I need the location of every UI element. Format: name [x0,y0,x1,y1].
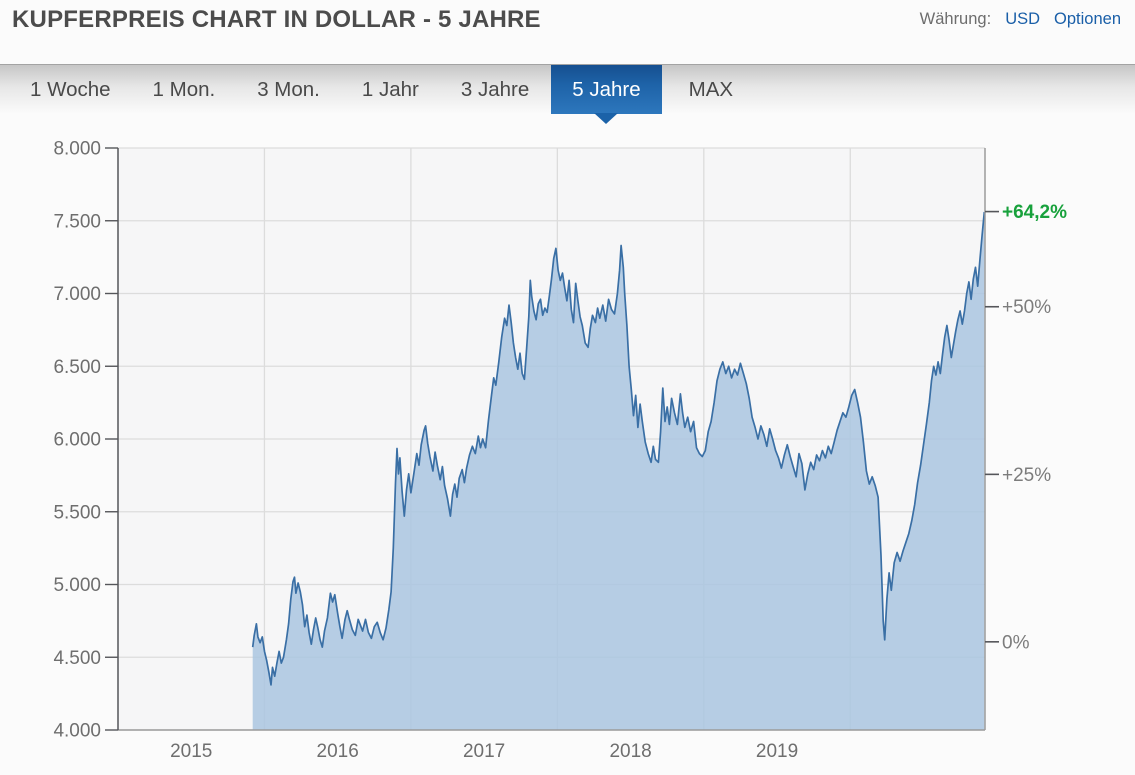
page-title: KUPFERPREIS CHART IN DOLLAR - 5 JAHRE [12,6,541,33]
x-tick-label: 2015 [170,741,212,762]
tab-1-jahr[interactable]: 1 Jahr [361,77,419,101]
x-tick-label: 2018 [609,741,651,762]
y-tick-label: 8.000 [53,139,101,160]
pct-tick-label: +50% [1002,297,1051,318]
currency-row: Währung: USD Optionen [920,10,1121,29]
header: KUPFERPREIS CHART IN DOLLAR - 5 JAHRE Wä… [0,0,1135,64]
y-tick-label: 7.500 [53,211,101,232]
tab-3-monate[interactable]: 3 Mon. [257,77,320,101]
x-tick-label: 2017 [463,741,505,762]
currency-usd-link[interactable]: USD [1005,10,1041,28]
y-tick-label: 6.500 [53,357,101,378]
x-tick-label: 2019 [756,741,798,762]
pct-tick-label: 0% [1002,632,1030,653]
x-tick-label: 2016 [317,741,359,762]
options-link[interactable]: Optionen [1054,10,1121,28]
pct-tick-label: +25% [1002,465,1051,486]
price-line [251,211,986,686]
currency-label: Währung: [919,10,992,28]
tab-max[interactable]: MAX [688,77,734,101]
y-tick-label: 4.000 [53,721,101,742]
price-area [252,212,985,730]
pct-tick-label: +64,2% [1002,202,1067,223]
y-tick-label: 5.000 [53,575,101,596]
y-tick-label: 7.000 [53,284,101,305]
selected-tab-pointer-icon [594,113,619,124]
tab-3-jahre[interactable]: 3 Jahre [460,77,530,101]
range-tabbar: 1 Woche 1 Mon. 3 Mon. 1 Jahr 3 Jahre 5 J… [0,64,1135,124]
tab-1-woche[interactable]: 1 Woche [30,77,111,101]
tab-5-jahre-label: 5 Jahre [572,77,641,101]
y-tick-label: 6.000 [53,430,101,451]
tab-5-jahre[interactable]: 5 Jahre [551,65,662,124]
y-tick-label: 5.500 [53,502,101,523]
tab-1-monat[interactable]: 1 Mon. [152,77,216,101]
y-tick-label: 4.500 [53,648,101,669]
